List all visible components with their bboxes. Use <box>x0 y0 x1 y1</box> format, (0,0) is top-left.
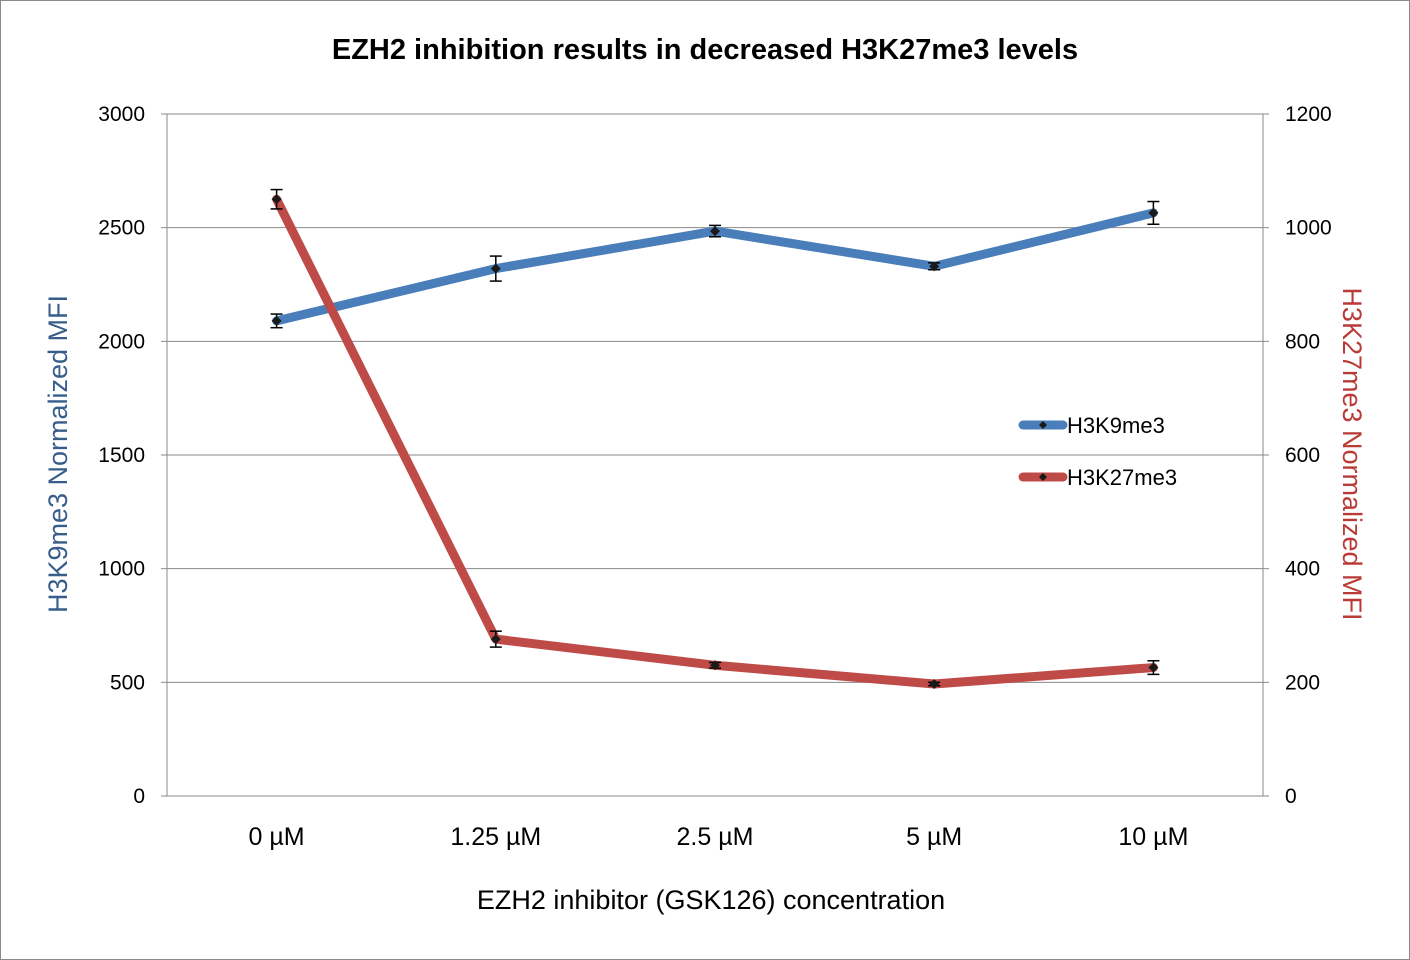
y-left-tick-label: 1500 <box>98 444 145 467</box>
data-point <box>710 226 720 237</box>
legend: H3K9me3 H3K27me3 <box>1018 413 1177 490</box>
data-point <box>929 679 940 690</box>
x-axis-label: EZH2 inhibitor (GSK126) concentration <box>477 885 945 915</box>
y-right-tick-label: 800 <box>1285 330 1320 353</box>
data-point <box>710 660 720 671</box>
gridlines <box>167 113 1263 797</box>
x-tick-label: 0 µM <box>249 823 305 851</box>
tick-labels: 0 500 1000 1500 2000 2500 3000 0 200 400 600 800 100… <box>98 103 1331 851</box>
y-axis-left-label: H3K9me3 Normalized MFI <box>43 295 73 613</box>
legend-entry-h3k9me3: H3K9me3 <box>1067 413 1165 438</box>
series <box>270 188 1160 690</box>
y-right-tick-label: 200 <box>1285 671 1320 694</box>
x-tick-label: 2.5 µM <box>677 823 754 851</box>
y-left-tick-label: 3000 <box>98 103 145 126</box>
data-point <box>271 194 282 205</box>
data-point <box>1148 662 1159 673</box>
data-point <box>929 261 940 272</box>
y-left-tick-label: 0 <box>133 785 145 808</box>
y-left-tick-label: 500 <box>110 671 145 694</box>
y-axis-right-label: H3K27me3 Normalized MFI <box>1337 287 1367 620</box>
series-line-h3k27me3 <box>272 194 1158 689</box>
data-point <box>490 263 501 274</box>
data-point <box>490 634 501 645</box>
x-tick-label: 10 µM <box>1118 823 1188 851</box>
y-right-tick-label: 600 <box>1285 444 1320 467</box>
legend-marker <box>1039 473 1047 481</box>
legend-marker <box>1039 421 1047 429</box>
data-point <box>1148 207 1159 218</box>
y-right-tick-label: 1200 <box>1285 103 1332 126</box>
chart-title: EZH2 inhibition results in decreased H3K… <box>332 34 1078 66</box>
y-left-tick-label: 1000 <box>98 558 145 581</box>
legend-entry-h3k27me3: H3K27me3 <box>1067 465 1177 490</box>
y-right-tick-label: 1000 <box>1285 217 1332 240</box>
y-right-tick-label: 400 <box>1285 558 1320 581</box>
data-point <box>271 315 282 326</box>
x-tick-label: 1.25 µM <box>450 823 541 851</box>
y-left-tick-label: 2500 <box>98 217 145 240</box>
y-left-tick-label: 2000 <box>98 330 145 353</box>
x-tick-label: 5 µM <box>906 823 962 851</box>
y-right-tick-label: 0 <box>1285 785 1297 808</box>
